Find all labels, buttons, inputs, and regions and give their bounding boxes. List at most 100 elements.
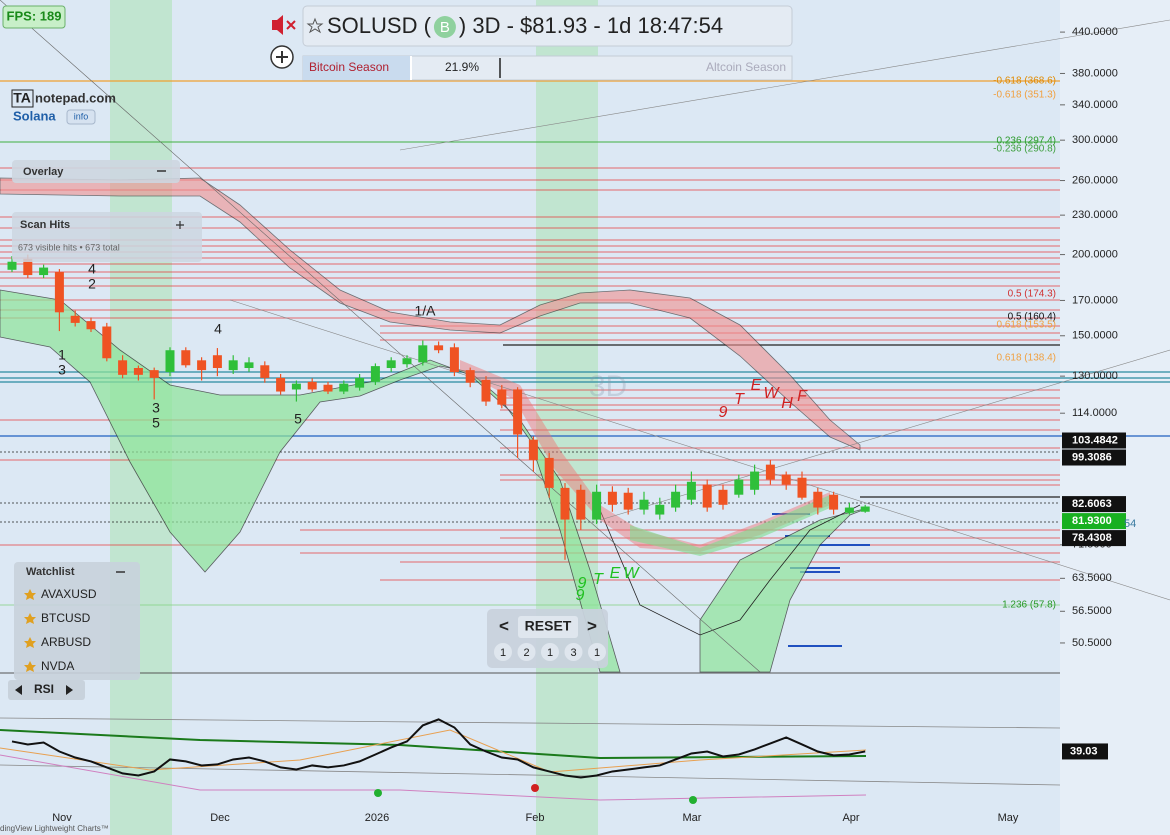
trend-ribbon [630,495,830,556]
candle-body [781,474,791,485]
brand-site: notepad.com [35,90,116,105]
fps-counter: FPS: 189 [7,8,62,23]
candle-body [339,383,349,392]
x-tick-label: 2026 [365,812,389,824]
candle-body [260,365,270,378]
candle-body [592,491,602,520]
info-label: info [74,111,89,121]
wave-label: 4 [88,261,96,277]
x-tick-label: Feb [526,812,545,824]
y-tick-label: 380.0000 [1072,67,1118,79]
x-tick-label: May [998,812,1019,824]
candle-body [212,355,222,369]
preset-button[interactable] [541,643,559,661]
favorite-star[interactable] [306,17,324,34]
watchlist-item[interactable]: BTCUSD [41,611,91,625]
price-tag [1062,513,1126,530]
attribution: dingView Lightweight Charts™ [0,824,109,833]
rsi-average [0,729,867,773]
indicator-next[interactable] [66,685,73,695]
candle-body [386,360,396,369]
preset-button[interactable] [517,643,536,661]
scan-hits-title: Scan Hits [20,219,70,231]
candle-body [513,389,523,435]
candle-body [813,491,823,508]
watchlist-item[interactable]: ARBUSD [41,635,91,649]
scan-hits-panel[interactable] [12,212,202,262]
preset-label: 1 [594,647,600,659]
brand-box [11,89,34,108]
info-badge[interactable] [66,109,96,125]
candle-body [7,261,17,270]
candle-body [844,507,854,513]
candle-body [291,383,301,390]
season-value: 21.9% [445,60,479,74]
y-tick-label: 63.5000 [1072,572,1112,584]
candle-body [102,326,112,359]
preset-button[interactable] [494,643,512,661]
candle-body [544,457,554,488]
brand-ta: TA [13,90,31,106]
y-tick-label: 260.0000 [1072,174,1118,186]
candle-body [434,345,444,351]
reset-button[interactable] [518,616,578,638]
preset-button[interactable] [588,643,606,661]
fib-label: 0.618 (153.5) [997,320,1057,331]
candle-body [607,491,617,505]
levels-layer [0,80,1170,647]
rsi-average [0,754,867,801]
candle-body [671,491,681,508]
season-fill [303,56,411,80]
candle-body [576,489,586,520]
wave-label: 1/A [414,303,436,319]
preset-label: 1 [547,647,553,659]
y-tick-label: 300.0000 [1072,134,1118,146]
elliott-label: E [610,565,621,582]
rsi-channel [0,717,1061,729]
candle-body [860,506,870,512]
price-tag [1062,449,1126,466]
season-right: Altcoin Season [706,60,786,74]
watch-star [24,661,36,672]
preset-label: 2 [523,647,529,659]
candle-body [623,492,633,510]
indicator-prev[interactable] [15,685,22,695]
candle-body [228,360,238,371]
watchlist-panel [14,562,140,680]
candle-body [449,347,459,373]
candle-body [655,504,665,515]
trend-line [0,0,761,673]
candle-body [86,321,96,330]
x-tick-label: Dec [210,812,230,824]
price-scale-background [1060,0,1170,835]
y-tick-label: 230.0000 [1072,209,1118,221]
preset-buttons: 1 2 1 3 1 [494,643,606,661]
elliott-label: E [751,377,762,394]
overlay-panel[interactable] [12,160,180,183]
candle-body [734,479,744,495]
rsi-signal [374,789,382,797]
price-tag [1062,496,1126,513]
candle-body [528,439,538,460]
fib-label: 0.236 (297.4) [997,136,1057,147]
watch-star [24,589,36,600]
price-tag-label: 82.6063 [1072,498,1112,510]
preset-button[interactable] [564,643,583,661]
price-tag-label: 78.4308 [1072,532,1112,544]
watch-star [24,637,36,648]
resistance-cloud [0,177,861,451]
reset-next[interactable]: > [587,616,597,635]
preset-label: 1 [500,647,506,659]
title-box [302,5,793,47]
wave-label: 5 [294,411,302,427]
elliott-label: 9 [576,587,585,604]
price-tag [1062,530,1126,547]
watchlist-item[interactable]: NVDA [41,659,74,673]
watchlist-item[interactable]: AVAXUSD [41,587,97,601]
mute-icon[interactable] [272,15,283,35]
candle-body [497,389,507,405]
reset-prev[interactable]: < [499,616,509,635]
elliott-label: W [623,565,640,582]
x-tick-label: Mar [683,812,702,824]
wave-label: 3 [152,400,160,416]
